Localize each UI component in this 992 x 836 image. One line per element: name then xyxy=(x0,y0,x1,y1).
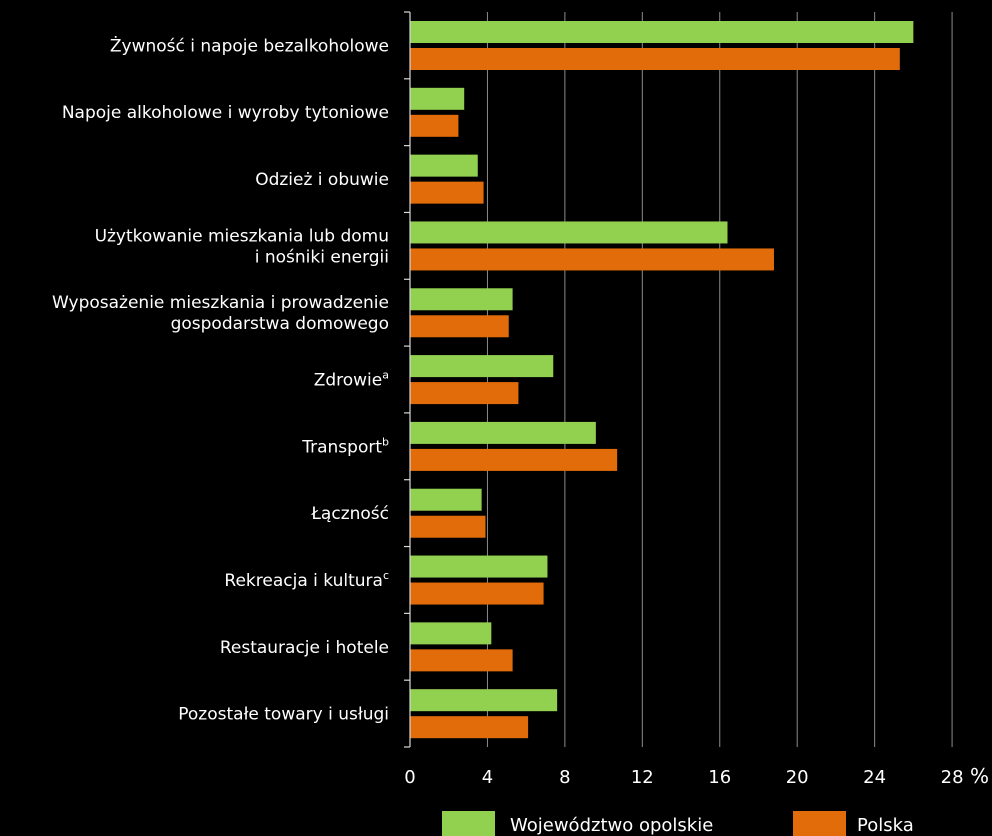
bar-polska-1 xyxy=(410,114,459,137)
bar-opolskie-7 xyxy=(410,488,482,511)
category-label-line: i nośniki energii xyxy=(255,247,389,267)
x-tick-label-0: 0 xyxy=(404,767,415,788)
bar-polska-0 xyxy=(410,48,900,70)
x-tick-label-16: 16 xyxy=(708,767,731,788)
category-footnote-mark: a xyxy=(382,369,389,382)
bar-polska-8 xyxy=(410,582,544,605)
x-tick-label-28: 28 xyxy=(941,767,964,788)
category-label-line: Napoje alkoholowe i wyroby tytoniowe xyxy=(62,103,389,123)
x-tick-label-24: 24 xyxy=(863,767,886,788)
grid-lines xyxy=(486,12,953,747)
bar-opolskie-10 xyxy=(410,689,558,712)
y-axis xyxy=(404,11,411,748)
x-tick-label-4: 4 xyxy=(482,767,493,788)
category-label-3: Użytkowanie mieszkania lub domu i nośniki… xyxy=(95,226,389,267)
category-label-2: Odzież i obuwie xyxy=(255,170,389,190)
category-label-7: Łączność xyxy=(310,504,389,524)
bar-polska-9 xyxy=(410,649,513,672)
category-label-line: Użytkowanie mieszkania lub domu xyxy=(95,226,389,246)
legend-swatch-opolskie xyxy=(442,811,495,836)
category-footnote-mark: c xyxy=(383,569,389,582)
x-axis-tick-labels: 0 4 8 12 16 20 24 28 xyxy=(404,767,963,788)
category-label-line: Wyposażenie mieszkania i prowadzenie xyxy=(52,293,389,313)
category-label-5: Zdrowiea xyxy=(314,369,389,391)
bar-polska-3 xyxy=(410,248,774,271)
legend: Województwo opolskie Polska xyxy=(442,811,914,836)
bar-polska-7 xyxy=(410,515,486,538)
x-tick-label-20: 20 xyxy=(786,767,809,788)
legend-label-opolskie: Województwo opolskie xyxy=(510,815,713,836)
bar-polska-5 xyxy=(410,382,519,405)
bar-polska-6 xyxy=(410,448,618,471)
category-label-line: Łączność xyxy=(310,504,389,524)
bar-opolskie-6 xyxy=(410,421,596,444)
category-label-9: Restauracje i hotele xyxy=(220,638,389,658)
category-labels: Żywność i napoje bezalkoholowe Napoje alk… xyxy=(52,35,389,724)
category-label-0: Żywność i napoje bezalkoholowe xyxy=(110,35,389,56)
bar-polska-4 xyxy=(410,315,509,338)
bar-opolskie-1 xyxy=(410,87,465,110)
category-label-line: Zdrowie xyxy=(314,371,383,391)
category-label-line: Restauracje i hotele xyxy=(220,638,389,658)
category-label-line: Rekreacja i kultura xyxy=(224,571,383,591)
category-footnote-mark: b xyxy=(382,435,389,448)
bar-opolskie-2 xyxy=(410,154,478,177)
category-label-8: Rekreacja i kulturac xyxy=(224,569,389,591)
x-tick-label-8: 8 xyxy=(559,767,570,788)
category-label-line: Odzież i obuwie xyxy=(255,170,389,190)
bar-opolskie-9 xyxy=(410,622,492,645)
bar-opolskie-5 xyxy=(410,355,554,378)
bar-opolskie-4 xyxy=(410,288,513,311)
bars xyxy=(410,21,914,739)
x-axis-unit-label: % xyxy=(970,764,989,788)
bar-polska-10 xyxy=(410,716,529,739)
category-label-line: gospodarstwa domowego xyxy=(171,314,389,334)
category-label-1: Napoje alkoholowe i wyroby tytoniowe xyxy=(62,103,389,123)
category-label-4: Wyposażenie mieszkania i prowadzenie gosp… xyxy=(52,293,389,334)
x-tick-label-12: 12 xyxy=(631,767,654,788)
category-label-line: Żywność i napoje bezalkoholowe xyxy=(110,35,389,56)
bar-polska-2 xyxy=(410,181,484,204)
category-label-line: Transport xyxy=(301,437,382,457)
category-label-6: Transportb xyxy=(301,435,389,457)
category-label-line: Pozostałe towary i usługi xyxy=(178,705,389,725)
category-label-10: Pozostałe towary i usługi xyxy=(178,705,389,725)
legend-label-polska: Polska xyxy=(857,815,914,836)
legend-swatch-polska xyxy=(793,811,846,836)
bar-opolskie-3 xyxy=(410,221,728,244)
bar-opolskie-0 xyxy=(410,21,914,43)
bar-opolskie-8 xyxy=(410,555,548,578)
